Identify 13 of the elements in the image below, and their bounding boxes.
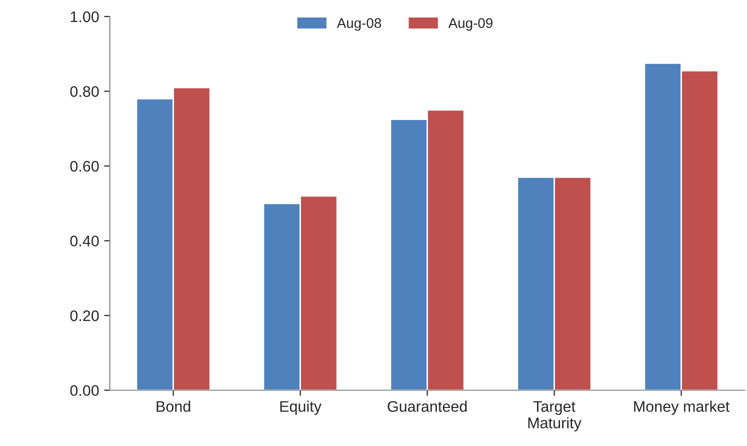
y-tick-label: 0.80 (70, 86, 99, 97)
y-tick-label: 0.20 (70, 310, 99, 322)
x-tick-label: Target Maturity (528, 401, 582, 432)
y-tick-label: 0.40 (70, 236, 99, 246)
y-tick-label: 0.60 (70, 160, 99, 172)
x-tick-label: Bond (156, 400, 190, 412)
x-tick-label: Guaranteed (388, 400, 467, 412)
y-tick-label: 1.00 (70, 11, 99, 22)
y-tick-label: 0.00 (70, 385, 99, 396)
legend-label: Aug-09 (448, 18, 492, 31)
legend-label: Aug-08 (336, 18, 382, 31)
x-tick-label: Money market (634, 400, 730, 415)
x-tick-label: Equity (280, 400, 322, 415)
